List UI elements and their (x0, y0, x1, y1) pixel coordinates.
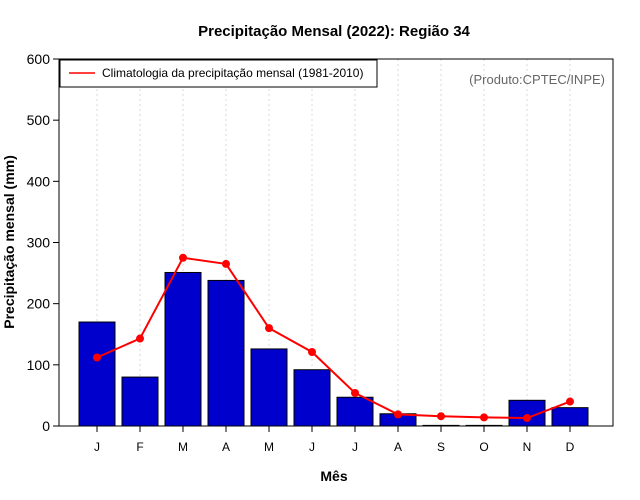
legend: Climatologia da precipitação mensal (198… (59, 59, 378, 88)
data-point (265, 324, 273, 333)
x-tick-label: S (437, 440, 445, 454)
y-tick-label: 0 (42, 418, 50, 434)
bar (78, 321, 116, 427)
data-point (394, 410, 402, 419)
y-axis-ticks: 0 100 200 300 400 500 600 (27, 51, 59, 434)
x-tick-label: F (136, 440, 143, 454)
chart-title: Precipitação Mensal (2022): Região 34 (198, 23, 470, 40)
bar (207, 279, 245, 427)
data-point (480, 413, 488, 422)
series-line (96, 256, 571, 420)
y-tick-label: 300 (27, 235, 51, 251)
bar (293, 369, 331, 427)
y-tick-label: 500 (27, 112, 51, 128)
bar (250, 348, 288, 427)
x-tick-label: N (523, 440, 532, 454)
data-point (222, 259, 230, 268)
y-tick-label: 100 (27, 357, 51, 373)
x-tick-label: J (94, 440, 100, 454)
x-tick-label: A (222, 440, 230, 454)
x-tick-label: M (264, 440, 274, 454)
credit-text: (Produto:CPTEC/INPE) (469, 72, 605, 87)
x-tick-label: O (479, 440, 488, 454)
y-tick-label: 600 (27, 51, 51, 67)
data-point (523, 414, 531, 423)
x-tick-label: D (566, 440, 575, 454)
legend-label: Climatologia da precipitação mensal (198… (102, 66, 363, 80)
climatology-line (93, 253, 574, 423)
bar (551, 407, 589, 427)
x-tick-label: A (394, 440, 402, 454)
data-point (437, 412, 445, 421)
y-tick-label: 200 (27, 296, 51, 312)
data-point (179, 253, 187, 262)
legend-box (59, 59, 378, 88)
plot-frame (58, 58, 614, 427)
bar (121, 376, 159, 427)
x-tick-label: J (309, 440, 315, 454)
data-point (93, 353, 101, 362)
bars (78, 271, 589, 427)
bar (164, 271, 202, 427)
x-tick-label: M (178, 440, 188, 454)
data-point (308, 347, 316, 356)
y-axis-label: Precipitação mensal (mm) (1, 155, 17, 329)
data-point (351, 388, 359, 397)
data-point (136, 334, 144, 343)
x-axis-label: Mês (320, 468, 347, 484)
y-tick-label: 400 (27, 173, 51, 189)
data-point (566, 397, 574, 406)
bar (336, 396, 374, 427)
x-tick-label: J (352, 440, 358, 454)
